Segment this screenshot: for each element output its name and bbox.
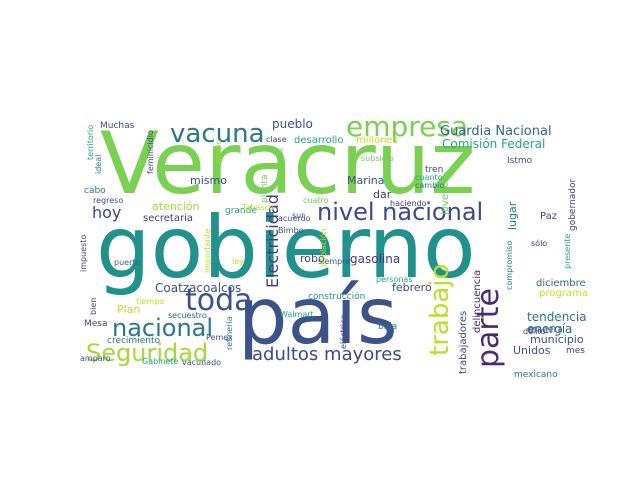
word-siempre: siempre xyxy=(318,257,350,266)
word-muchas: Muchas xyxy=(100,121,135,131)
word-adultos-mayores: adultos mayores xyxy=(252,344,402,365)
word-mesa: Mesa xyxy=(84,319,108,329)
word-grande: grande xyxy=(225,206,257,216)
word-trabajadores: trabajadores xyxy=(458,311,469,374)
word-personas: personas xyxy=(376,275,413,284)
word-bien: bien xyxy=(89,298,98,315)
word-tiempo: tiempo xyxy=(136,297,164,306)
word-crecimiento: crecimiento xyxy=(107,336,160,346)
word-parte: parte xyxy=(471,288,506,368)
word-mexicano: mexicano xyxy=(514,370,558,380)
word-pemex: Pemex xyxy=(206,333,233,342)
word-millones: millones xyxy=(356,135,398,146)
word-lugar: lugar xyxy=(506,201,519,230)
word-seguridad: Seguridad xyxy=(86,339,208,367)
word-cabo: cabo xyxy=(84,186,106,196)
word-regreso: regreso xyxy=(93,196,123,205)
word-atención: atención xyxy=(152,200,200,213)
word-haciendo: haciendo xyxy=(390,199,427,208)
word-importante: importante xyxy=(203,228,212,273)
word-robo: robo xyxy=(300,252,325,265)
word-municipio: municipio xyxy=(530,333,584,346)
word-istmo: Istmo xyxy=(507,156,533,166)
word-comisión-federal: Comisión Federal xyxy=(442,137,545,151)
word-desarrollo: desarrollo xyxy=(294,135,343,146)
word-pueblo: pueblo xyxy=(272,117,313,131)
word-hoy: hoy xyxy=(92,203,121,222)
word-tabasco: Tabasco xyxy=(241,203,274,212)
word-mes: mes xyxy=(566,346,585,356)
word-puerto: puerto xyxy=(114,258,140,267)
word-grupo: grupo xyxy=(214,139,223,163)
word-feminicidio: feminicidio xyxy=(146,130,155,174)
word-tren: tren xyxy=(425,165,443,175)
word-ley: ley xyxy=(232,257,244,266)
word-población: población xyxy=(318,228,328,267)
word-sur: sur xyxy=(292,211,305,220)
word-vacuna: vacuna xyxy=(170,119,265,149)
word-cuatro: cuatro xyxy=(303,196,329,205)
word-vacunado: vacunado xyxy=(182,358,221,367)
word-presente: presente xyxy=(563,234,572,269)
word-tendencia: tendencia xyxy=(527,310,587,324)
word-gabinete: Gabinete xyxy=(142,357,179,366)
word-construcción: construcción xyxy=(308,291,365,302)
word-febrero: febrero xyxy=(392,281,432,294)
word-unidos: Unidos xyxy=(513,344,551,357)
word-plan: Plan xyxy=(117,303,140,316)
word-subsidio: subsidio xyxy=(361,154,394,163)
word-baja: baja xyxy=(378,322,397,332)
word-cuanto: cuanto xyxy=(415,173,443,182)
word-datos: datos xyxy=(276,148,285,170)
word-bimbo: Bimbo xyxy=(278,226,304,235)
word-ideal: ideal xyxy=(94,155,103,174)
word-planta: planta xyxy=(260,175,270,203)
word-gasolina: gasolina xyxy=(350,252,400,266)
word-electricidad: Electricidad xyxy=(263,194,282,288)
word-veracruz: Veracruz xyxy=(100,114,475,214)
word-guardia-nacional: Guardia Nacional xyxy=(440,124,552,139)
word-compromiso: compromiso xyxy=(505,241,514,290)
word-país: país xyxy=(238,272,398,362)
word-impuesto: impuesto xyxy=(79,235,88,272)
word-energía: energía xyxy=(527,322,572,336)
word-paz: Paz xyxy=(540,211,557,222)
word-mismo: mismo xyxy=(190,174,227,187)
word-acuerdo: acuerdo xyxy=(278,214,311,223)
word-secuestro: secuestro xyxy=(168,311,207,320)
word-gobierno: gobierno xyxy=(96,198,476,298)
word-jóvenes: jóvenes xyxy=(439,176,451,216)
word-empresa: empresa xyxy=(346,110,468,143)
word-eléctrica: eléctrica xyxy=(338,314,348,349)
word-dar: dar xyxy=(373,188,392,201)
word-amparo: amparo xyxy=(80,354,111,363)
word-delito: delito xyxy=(523,327,546,336)
word-toda: toda xyxy=(185,283,253,318)
word-marina: Marina xyxy=(347,174,385,187)
word-diciembre: diciembre xyxy=(536,278,586,289)
word-nivel-nacional: nivel nacional xyxy=(317,198,483,226)
word-coatzacoalcos: Coatzacoalcos xyxy=(155,281,241,295)
word-manera: manera xyxy=(528,325,563,335)
word-cambio: cambio xyxy=(415,181,444,190)
word-secretaria: secretaria xyxy=(143,213,193,224)
word-nacional: nacional xyxy=(112,314,213,342)
word-clase: clase xyxy=(266,135,287,144)
word-delincuencia: delincuencia xyxy=(472,270,483,333)
word-refinería: refinería xyxy=(225,316,234,350)
word-gobernador: gobernador xyxy=(568,179,578,231)
word-walmart: Walmart xyxy=(280,310,314,319)
word-sólo: sólo xyxy=(531,238,547,248)
word-programa: programa xyxy=(539,288,588,299)
word-territorio: territorio xyxy=(86,125,95,160)
word-trabajo: trabajo xyxy=(425,264,455,356)
